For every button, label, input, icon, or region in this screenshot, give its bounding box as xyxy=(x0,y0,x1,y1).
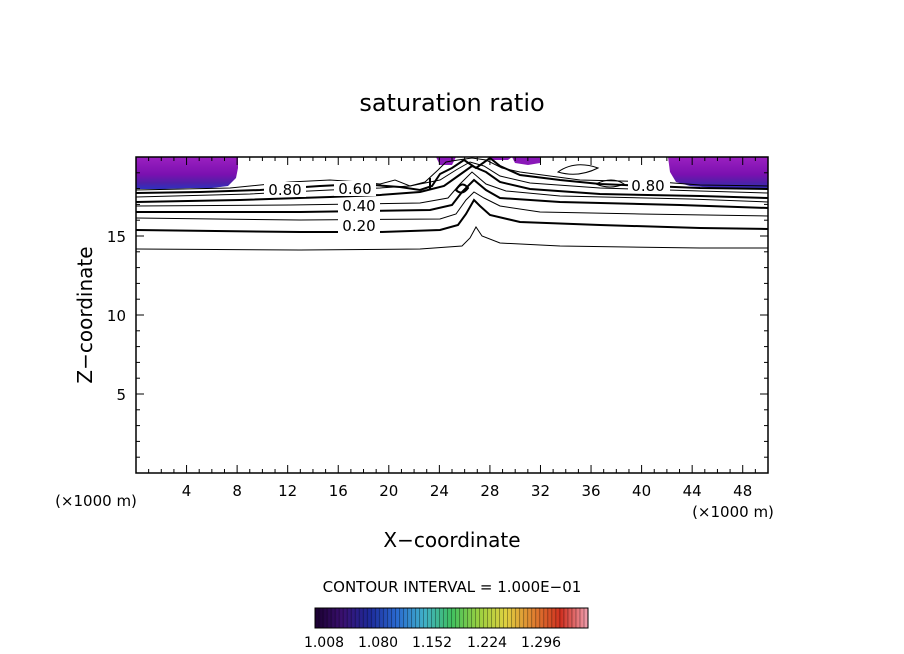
x-tick-label: 28 xyxy=(480,482,499,500)
x-tick-label: 24 xyxy=(430,482,449,500)
supersat-patch-center-left xyxy=(436,157,456,165)
x-tick-label: 36 xyxy=(581,482,600,500)
contour-0-80 xyxy=(136,157,768,194)
x-axis-label: X−coordinate xyxy=(383,528,520,552)
contour-0-40 xyxy=(136,178,768,213)
y-axis-ticks: 5 10 15 xyxy=(107,172,768,458)
y-tick-label: 5 xyxy=(116,386,126,404)
colorbar-tick-label: 1.296 xyxy=(521,635,561,651)
x-tick-label: 40 xyxy=(632,482,651,500)
x-axis-ticks: 4 8 12 16 20 24 28 32 36 40 44 48 xyxy=(148,157,756,500)
x-tick-label: 12 xyxy=(278,482,297,500)
chart-title: saturation ratio xyxy=(359,89,544,117)
contour-eddy-1 xyxy=(556,164,600,175)
contour-label-0-20: 0.20 xyxy=(342,217,375,235)
supersat-patch-center xyxy=(512,157,540,165)
colorbar: 1.008 1.080 1.152 1.224 1.296 xyxy=(304,607,589,651)
x-tick-label: 20 xyxy=(379,482,398,500)
contour-label-0-80-right: 0.80 xyxy=(631,177,664,195)
plot-area: 0.80 0.60 0.40 0.20 0.80 xyxy=(136,157,768,251)
contour-0-60 xyxy=(136,164,768,203)
contour-eddy-3 xyxy=(594,179,626,188)
contour-0-10 xyxy=(136,226,768,251)
x-tick-label: 44 xyxy=(683,482,702,500)
x-tick-label: 48 xyxy=(733,482,752,500)
contour-interval-text: CONTOUR INTERVAL = 1.000E−01 xyxy=(323,578,582,596)
colorbar-tick-label: 1.008 xyxy=(304,635,344,651)
contour-label-0-40: 0.40 xyxy=(342,197,375,215)
supersat-region-left xyxy=(136,157,238,189)
contour-labels: 0.80 0.60 0.40 0.20 0.80 xyxy=(264,177,670,235)
x-unit-left: (×1000 m) xyxy=(55,492,137,510)
x-tick-label: 32 xyxy=(531,482,550,500)
x-unit-right: (×1000 m) xyxy=(692,503,774,521)
contour-label-0-80-left: 0.80 xyxy=(268,181,301,199)
colorbar-tick-label: 1.152 xyxy=(412,635,452,651)
contour-label-0-60: 0.60 xyxy=(338,180,371,198)
contour-0-30 xyxy=(136,191,768,221)
colorbar-stripes xyxy=(318,608,585,628)
colorbar-tick-label: 1.080 xyxy=(358,635,398,651)
x-tick-label: 8 xyxy=(232,482,242,500)
colorbar-tick-label: 1.224 xyxy=(467,635,507,651)
x-tick-label: 16 xyxy=(329,482,348,500)
y-tick-label: 15 xyxy=(107,228,126,246)
x-tick-label: 4 xyxy=(182,482,192,500)
y-axis-label: Z−coordinate xyxy=(73,246,97,383)
contour-eddy-2 xyxy=(454,183,470,194)
y-tick-label: 10 xyxy=(107,307,126,325)
colorbar-tick-labels: 1.008 1.080 1.152 1.224 1.296 xyxy=(304,635,561,651)
